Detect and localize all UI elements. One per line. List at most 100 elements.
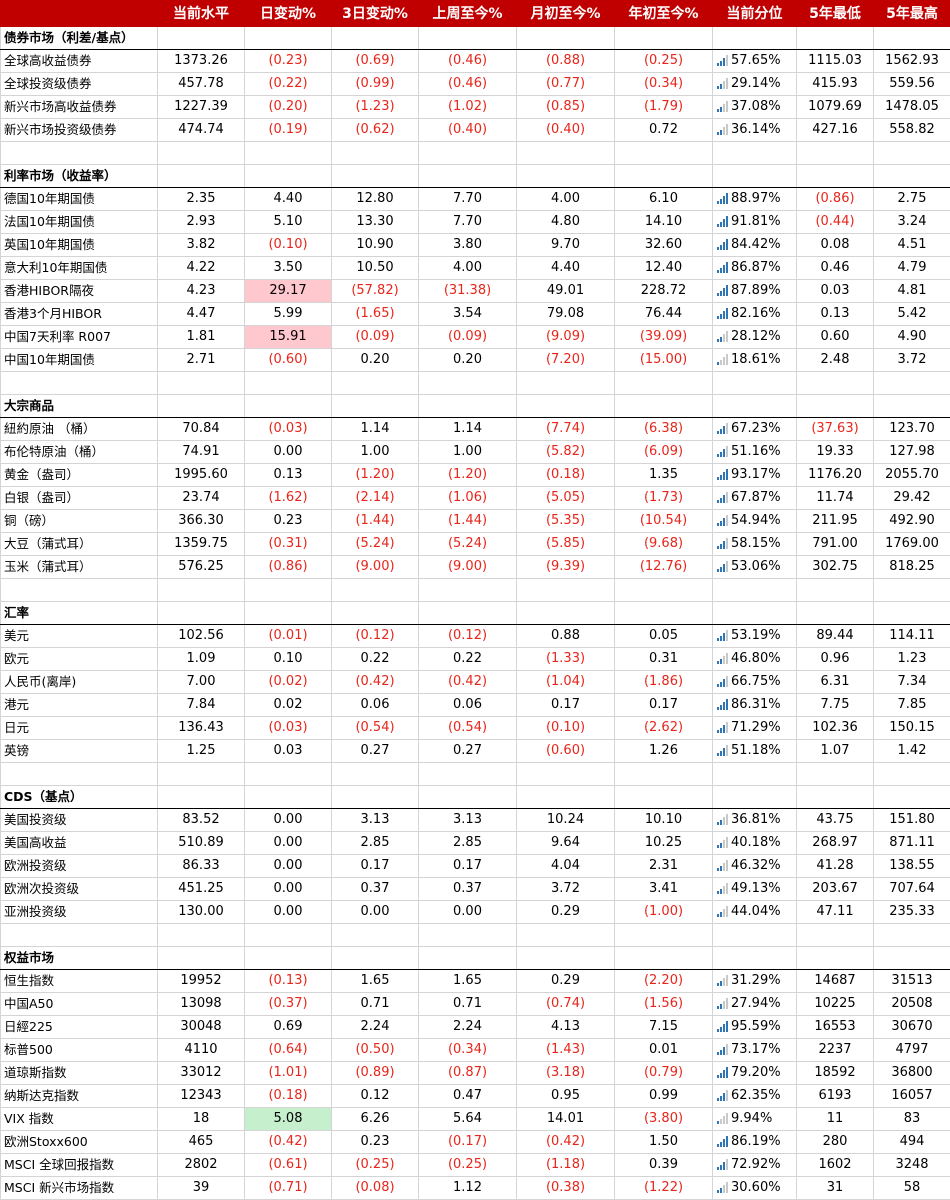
month-to-date-cell: 0.88 — [517, 625, 615, 648]
signal-bars-icon — [717, 239, 729, 250]
5yr-low-cell: 0.03 — [797, 280, 874, 303]
week-to-date-cell: (0.46) — [419, 73, 517, 96]
current-level-cell: 3.82 — [158, 234, 245, 257]
5yr-high-cell: 4.81 — [874, 280, 950, 303]
week-to-date-cell: 0.00 — [419, 901, 517, 924]
5yr-high-cell: 30670 — [874, 1016, 950, 1039]
signal-bars-icon — [717, 883, 729, 894]
empty-cell — [615, 395, 713, 418]
week-to-date-cell: 4.00 — [419, 257, 517, 280]
daily-change-cell: (0.42) — [245, 1131, 332, 1154]
current-level-cell: 19952 — [158, 970, 245, 993]
month-to-date-cell: 0.29 — [517, 970, 615, 993]
month-to-date-cell: 9.70 — [517, 234, 615, 257]
daily-change-cell: 4.40 — [245, 188, 332, 211]
current-level-cell: 30048 — [158, 1016, 245, 1039]
section-header-row: 大宗商品 — [1, 395, 950, 418]
percentile-cell: 86.87% — [713, 257, 797, 280]
year-to-date-cell: (0.25) — [615, 50, 713, 73]
percentile-value: 62.35% — [731, 1088, 781, 1103]
year-to-date-cell: (2.62) — [615, 717, 713, 740]
5yr-high-cell: 1.23 — [874, 648, 950, 671]
empty-cell — [797, 395, 874, 418]
daily-change-cell: (0.13) — [245, 970, 332, 993]
3day-change-cell: (0.08) — [332, 1177, 419, 1200]
empty-cell — [713, 786, 797, 809]
current-level-cell: 4.47 — [158, 303, 245, 326]
empty-cell — [1, 372, 158, 395]
empty-cell — [874, 602, 950, 625]
row-label: 新兴市场高收益债券 — [1, 96, 158, 119]
empty-cell — [517, 786, 615, 809]
signal-bars-icon — [717, 331, 729, 342]
current-level-cell: 1373.26 — [158, 50, 245, 73]
3day-change-cell: (0.54) — [332, 717, 419, 740]
percentile-value: 44.04% — [731, 904, 781, 919]
week-to-date-cell: 0.22 — [419, 648, 517, 671]
percentile-value: 36.14% — [731, 122, 781, 137]
5yr-low-cell: 0.60 — [797, 326, 874, 349]
week-to-date-cell: (31.38) — [419, 280, 517, 303]
section-title: 权益市场 — [1, 947, 158, 970]
percentile-cell: 53.19% — [713, 625, 797, 648]
row-label: 标普500 — [1, 1039, 158, 1062]
empty-cell — [245, 372, 332, 395]
month-to-date-cell: (0.74) — [517, 993, 615, 1016]
5yr-high-cell: 871.11 — [874, 832, 950, 855]
daily-change-cell: 0.00 — [245, 441, 332, 464]
row-label: 铜（磅） — [1, 510, 158, 533]
percentile-cell: 93.17% — [713, 464, 797, 487]
percentile-value: 72.92% — [731, 1157, 781, 1172]
percentile-cell: 91.81% — [713, 211, 797, 234]
current-level-cell: 130.00 — [158, 901, 245, 924]
signal-bars-icon — [717, 860, 729, 871]
empty-cell — [245, 924, 332, 947]
3day-change-cell: 0.23 — [332, 1131, 419, 1154]
empty-cell — [419, 786, 517, 809]
signal-bars-icon — [717, 722, 729, 733]
row-label: 中国7天利率 R007 — [1, 326, 158, 349]
empty-cell — [419, 924, 517, 947]
5yr-high-cell: 16057 — [874, 1085, 950, 1108]
3day-change-cell: 13.30 — [332, 211, 419, 234]
percentile-cell: 62.35% — [713, 1085, 797, 1108]
percentile-cell: 29.14% — [713, 73, 797, 96]
week-to-date-cell: 2.85 — [419, 832, 517, 855]
signal-bars-icon — [717, 561, 729, 572]
empty-cell — [713, 27, 797, 50]
5yr-low-cell: 1115.03 — [797, 50, 874, 73]
5yr-low-cell: 2237 — [797, 1039, 874, 1062]
percentile-value: 86.19% — [731, 1134, 781, 1149]
empty-cell — [713, 602, 797, 625]
5yr-high-cell: 123.70 — [874, 418, 950, 441]
empty-cell — [158, 924, 245, 947]
empty-cell — [158, 372, 245, 395]
percentile-cell: 67.87% — [713, 487, 797, 510]
daily-change-cell: 0.00 — [245, 832, 332, 855]
3day-change-cell: 1.00 — [332, 441, 419, 464]
percentile-cell: 30.60% — [713, 1177, 797, 1200]
5yr-high-cell: 1.42 — [874, 740, 950, 763]
header-3day-change: 3日变动% — [332, 1, 419, 27]
signal-bars-icon — [717, 193, 729, 204]
empty-cell — [517, 27, 615, 50]
signal-bars-icon — [717, 1067, 729, 1078]
daily-change-cell: 0.00 — [245, 855, 332, 878]
5yr-high-cell: 151.80 — [874, 809, 950, 832]
month-to-date-cell: 9.64 — [517, 832, 615, 855]
empty-cell — [245, 27, 332, 50]
section-title: 利率市场（收益率） — [1, 165, 158, 188]
row-label: 玉米（蒲式耳） — [1, 556, 158, 579]
empty-cell — [874, 786, 950, 809]
table-row: 白银（盎司）23.74(1.62)(2.14)(1.06)(5.05)(1.73… — [1, 487, 950, 510]
percentile-value: 40.18% — [731, 835, 781, 850]
spacer-row — [1, 579, 950, 602]
5yr-low-cell: 6193 — [797, 1085, 874, 1108]
empty-cell — [797, 579, 874, 602]
empty-cell — [713, 165, 797, 188]
5yr-high-cell: 150.15 — [874, 717, 950, 740]
